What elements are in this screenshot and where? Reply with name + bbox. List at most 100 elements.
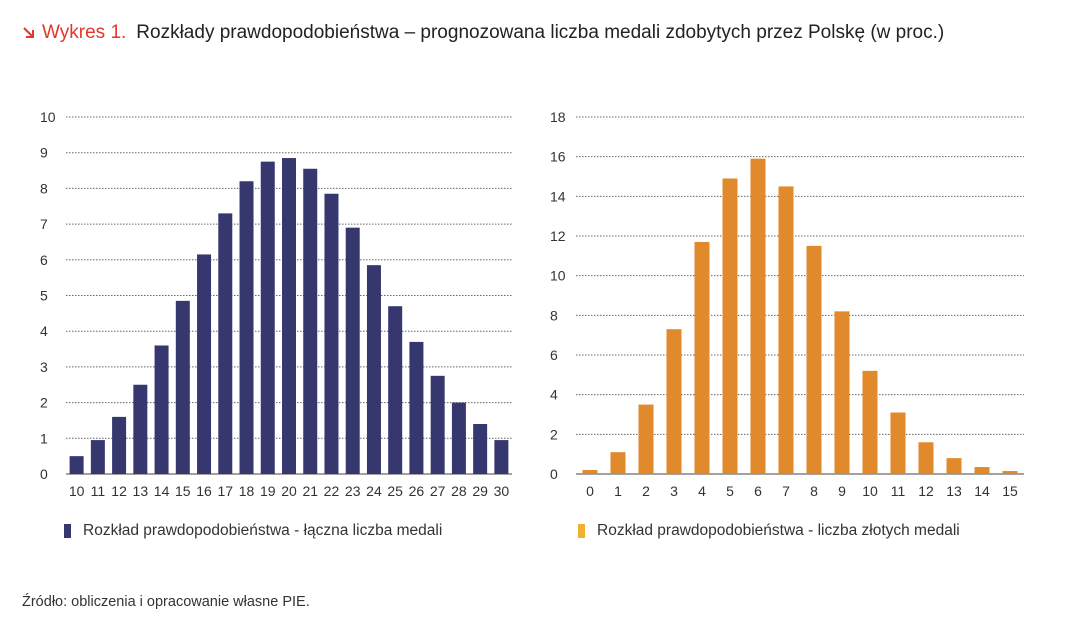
bar: [862, 370, 878, 474]
bar: [834, 311, 850, 474]
bar: [69, 456, 84, 474]
y-tick-label: 6: [550, 347, 558, 363]
bar: [890, 412, 906, 474]
y-tick-label: 6: [40, 252, 48, 268]
bar: [345, 227, 360, 474]
bar: [722, 178, 738, 474]
bar: [610, 452, 626, 474]
bar: [90, 440, 105, 474]
y-tick-label: 9: [40, 145, 48, 161]
legend-swatch-total: [64, 524, 71, 538]
x-tick-label: 28: [451, 483, 467, 499]
x-tick-label: 8: [810, 483, 818, 499]
x-tick-label: 22: [324, 483, 340, 499]
bar: [451, 402, 466, 474]
bar: [918, 442, 934, 474]
x-tick-label: 6: [754, 483, 762, 499]
legend-label-gold: Rozkład prawdopodobieństwa - liczba złot…: [597, 522, 960, 539]
y-tick-label: 5: [40, 288, 48, 304]
y-tick-label: 2: [550, 426, 558, 442]
y-tick-label: 14: [550, 188, 566, 204]
bar: [112, 416, 127, 474]
bar: [303, 168, 318, 474]
x-tick-label: 13: [946, 483, 962, 499]
y-tick-label: 10: [40, 109, 56, 125]
bar: [175, 300, 190, 474]
bar: [282, 158, 296, 474]
bar: [494, 440, 509, 474]
x-tick-label: 20: [281, 483, 297, 499]
bar: [430, 375, 445, 474]
bar: [974, 467, 990, 474]
y-tick-label: 1: [40, 430, 48, 446]
bar: [133, 384, 148, 474]
x-tick-label: 26: [409, 483, 425, 499]
bar: [473, 424, 488, 474]
bar: [806, 245, 822, 474]
x-tick-label: 9: [838, 483, 846, 499]
y-tick-label: 0: [550, 466, 558, 482]
chart-title: Rozkłady prawdopodobieństwa – prognozowa…: [136, 22, 945, 43]
arrow-down-right-icon: [23, 27, 34, 38]
x-tick-label: 15: [175, 483, 191, 499]
x-tick-label: 29: [472, 483, 488, 499]
bar: [218, 213, 233, 474]
figure-label: Wykres 1.: [22, 18, 126, 48]
x-tick-label: 23: [345, 483, 361, 499]
x-tick-label: 3: [670, 483, 678, 499]
x-tick-label: 18: [239, 483, 255, 499]
y-tick-label: 16: [550, 149, 566, 165]
x-tick-label: 16: [196, 483, 212, 499]
y-tick-label: 18: [550, 109, 566, 125]
x-tick-label: 17: [217, 483, 233, 499]
y-tick-label: 0: [40, 466, 48, 482]
y-tick-label: 8: [40, 180, 48, 196]
x-tick-label: 11: [91, 483, 106, 499]
x-tick-label: 15: [1002, 483, 1018, 499]
legend-swatch-gold: [578, 524, 585, 538]
bar: [1002, 471, 1018, 474]
bar: [694, 241, 710, 474]
bar: [239, 181, 254, 474]
bar: [154, 345, 169, 474]
y-tick-label: 12: [550, 228, 566, 244]
figure-header: Wykres 1. Rozkłady prawdopodobieństwa – …: [22, 18, 1062, 48]
bar: [750, 158, 766, 474]
y-tick-label: 8: [550, 307, 558, 323]
x-tick-label: 21: [302, 483, 318, 499]
bar: [409, 341, 424, 474]
x-tick-label: 12: [111, 483, 127, 499]
legend-gold-medals: Rozkład prawdopodobieństwa - liczba złot…: [578, 522, 960, 540]
x-tick-label: 27: [430, 483, 446, 499]
legend-total-medals: Rozkład prawdopodobieństwa - łączna licz…: [64, 522, 442, 540]
bar: [946, 458, 962, 474]
y-tick-label: 3: [40, 359, 48, 375]
y-tick-label: 4: [40, 323, 48, 339]
x-tick-label: 19: [260, 483, 276, 499]
title-row: Wykres 1. Rozkłady prawdopodobieństwa – …: [22, 18, 1062, 48]
legend-label-total: Rozkład prawdopodobieństwa - łączna licz…: [83, 522, 443, 539]
y-tick-label: 4: [550, 387, 558, 403]
x-tick-label: 1: [614, 483, 622, 499]
bar: [666, 329, 682, 474]
x-tick-label: 25: [387, 483, 403, 499]
source-note: Źródło: obliczenia i opracowanie własne …: [22, 594, 310, 610]
bar: [778, 186, 794, 474]
y-tick-label: 2: [40, 395, 48, 411]
x-tick-label: 0: [586, 483, 594, 499]
bar: [582, 470, 598, 474]
x-tick-label: 14: [154, 483, 170, 499]
x-tick-label: 11: [891, 483, 906, 499]
bar: [324, 193, 339, 474]
x-tick-label: 7: [782, 483, 790, 499]
x-tick-label: 2: [642, 483, 650, 499]
x-tick-label: 5: [726, 483, 734, 499]
bar: [366, 265, 381, 474]
y-tick-label: 7: [40, 216, 48, 232]
x-tick-label: 14: [974, 483, 990, 499]
x-tick-label: 10: [862, 483, 878, 499]
bar: [388, 306, 403, 474]
x-tick-label: 24: [366, 483, 382, 499]
bar: [197, 254, 212, 474]
